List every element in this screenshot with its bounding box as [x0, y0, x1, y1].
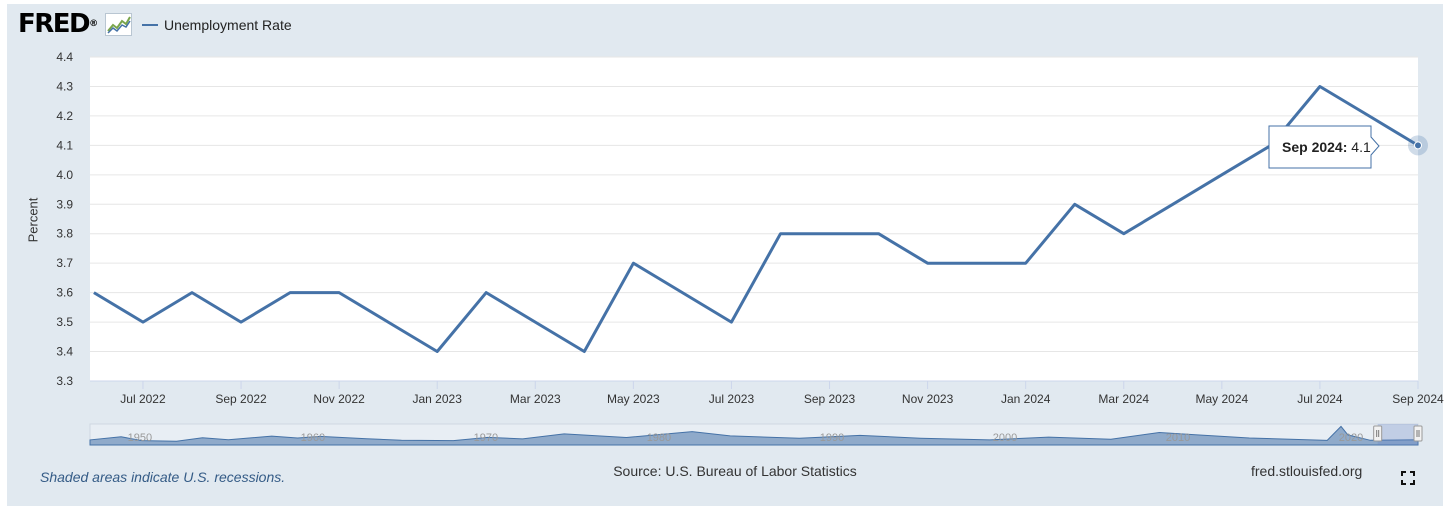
navigator-year-label: 2010 — [1166, 432, 1190, 444]
y-tick-label: 3.5 — [56, 315, 73, 329]
series-line-unemployment-rate[interactable] — [93, 85, 1419, 353]
series-group — [93, 85, 1428, 353]
x-tick-label: Jan 2024 — [1001, 392, 1051, 406]
navigator-handle-right[interactable] — [1413, 425, 1423, 442]
x-tick-label: Sep 2023 — [804, 392, 856, 406]
navigator-window[interactable] — [1377, 424, 1418, 445]
recession-note: Shaded areas indicate U.S. recessions. — [40, 469, 286, 485]
navigator-year-label: 1980 — [647, 432, 671, 444]
x-tick-label: Nov 2022 — [313, 392, 365, 406]
navigator-year-label: 2000 — [993, 432, 1017, 444]
y-tick-label: 3.9 — [56, 197, 73, 211]
y-tick-label: 3.6 — [56, 286, 73, 300]
x-tick-label: May 2023 — [607, 392, 660, 406]
logo-mark: ® — [89, 19, 99, 29]
tooltip: Sep 2024: 4.1 — [1268, 125, 1380, 169]
y-tick-label: 3.7 — [56, 256, 73, 270]
fullscreen-icon[interactable] — [1401, 471, 1415, 485]
plot-area — [90, 57, 1418, 381]
x-tick-label: Jul 2023 — [709, 392, 755, 406]
x-tick-label: Jan 2023 — [413, 392, 463, 406]
source-text: Source: U.S. Bureau of Labor Statistics — [613, 463, 857, 479]
logo-text: FRED — [18, 9, 91, 39]
x-tick-label: May 2024 — [1195, 392, 1248, 406]
y-tick-label: 4.0 — [56, 168, 73, 182]
navigator-series-area — [89, 425, 1419, 446]
y-tick-label: 3.8 — [56, 227, 73, 241]
x-tick-label: Mar 2024 — [1098, 392, 1149, 406]
y-tick-label: 4.4 — [56, 50, 73, 64]
hover-point[interactable] — [1414, 141, 1422, 150]
navigator[interactable]: 1950 1960 1970 1980 1990 2000 2010 2020 — [89, 423, 1423, 446]
tooltip-date: Sep 2024 — [1282, 139, 1343, 155]
x-tick-label: Sep 2024 — [1392, 392, 1444, 406]
y-tick-label: 4.3 — [56, 79, 73, 93]
tooltip-box — [1268, 125, 1380, 169]
legend-label: Unemployment Rate — [164, 17, 292, 33]
navigator-year-label: 1990 — [820, 432, 844, 444]
x-tick-label: Mar 2023 — [510, 392, 561, 406]
logo-graph-icon — [105, 13, 132, 36]
y-tick-label: 4.2 — [56, 109, 73, 123]
x-tick-label: Sep 2022 — [215, 392, 267, 406]
y-tick-label: 3.4 — [56, 345, 73, 359]
y-axis-ticks: 3.3 3.4 3.5 3.6 3.7 3.8 3.9 4.0 4.1 4.2 4.3 4.4 — [56, 50, 73, 388]
fred-logo[interactable]: FRED® — [18, 9, 98, 39]
navigator-year-label: 2020 — [1339, 432, 1363, 444]
y-tick-label: 4.1 — [56, 138, 73, 152]
site-link[interactable]: fred.stlouisfed.org — [1251, 463, 1363, 479]
tooltip-value: 4.1 — [1351, 139, 1371, 155]
x-tick-label: Jul 2024 — [1297, 392, 1343, 406]
tooltip-text: Sep 2024: 4.1 — [1282, 139, 1371, 155]
legend[interactable]: Unemployment Rate — [142, 15, 292, 35]
navigator-year-label: 1950 — [128, 432, 152, 444]
navigator-year-label: 1960 — [301, 432, 325, 444]
x-tick-label: Nov 2023 — [902, 392, 954, 406]
y-tick-label: 3.3 — [56, 374, 73, 388]
x-tick-label: Jul 2022 — [120, 392, 166, 406]
x-axis-ticks: Jul 2022 Sep 2022 Nov 2022 Jan 2023 Mar 2023… — [90, 380, 1444, 406]
legend-swatch — [142, 24, 158, 26]
navigator-handle-left[interactable] — [1373, 425, 1383, 442]
navigator-year-label: 1970 — [474, 432, 498, 444]
